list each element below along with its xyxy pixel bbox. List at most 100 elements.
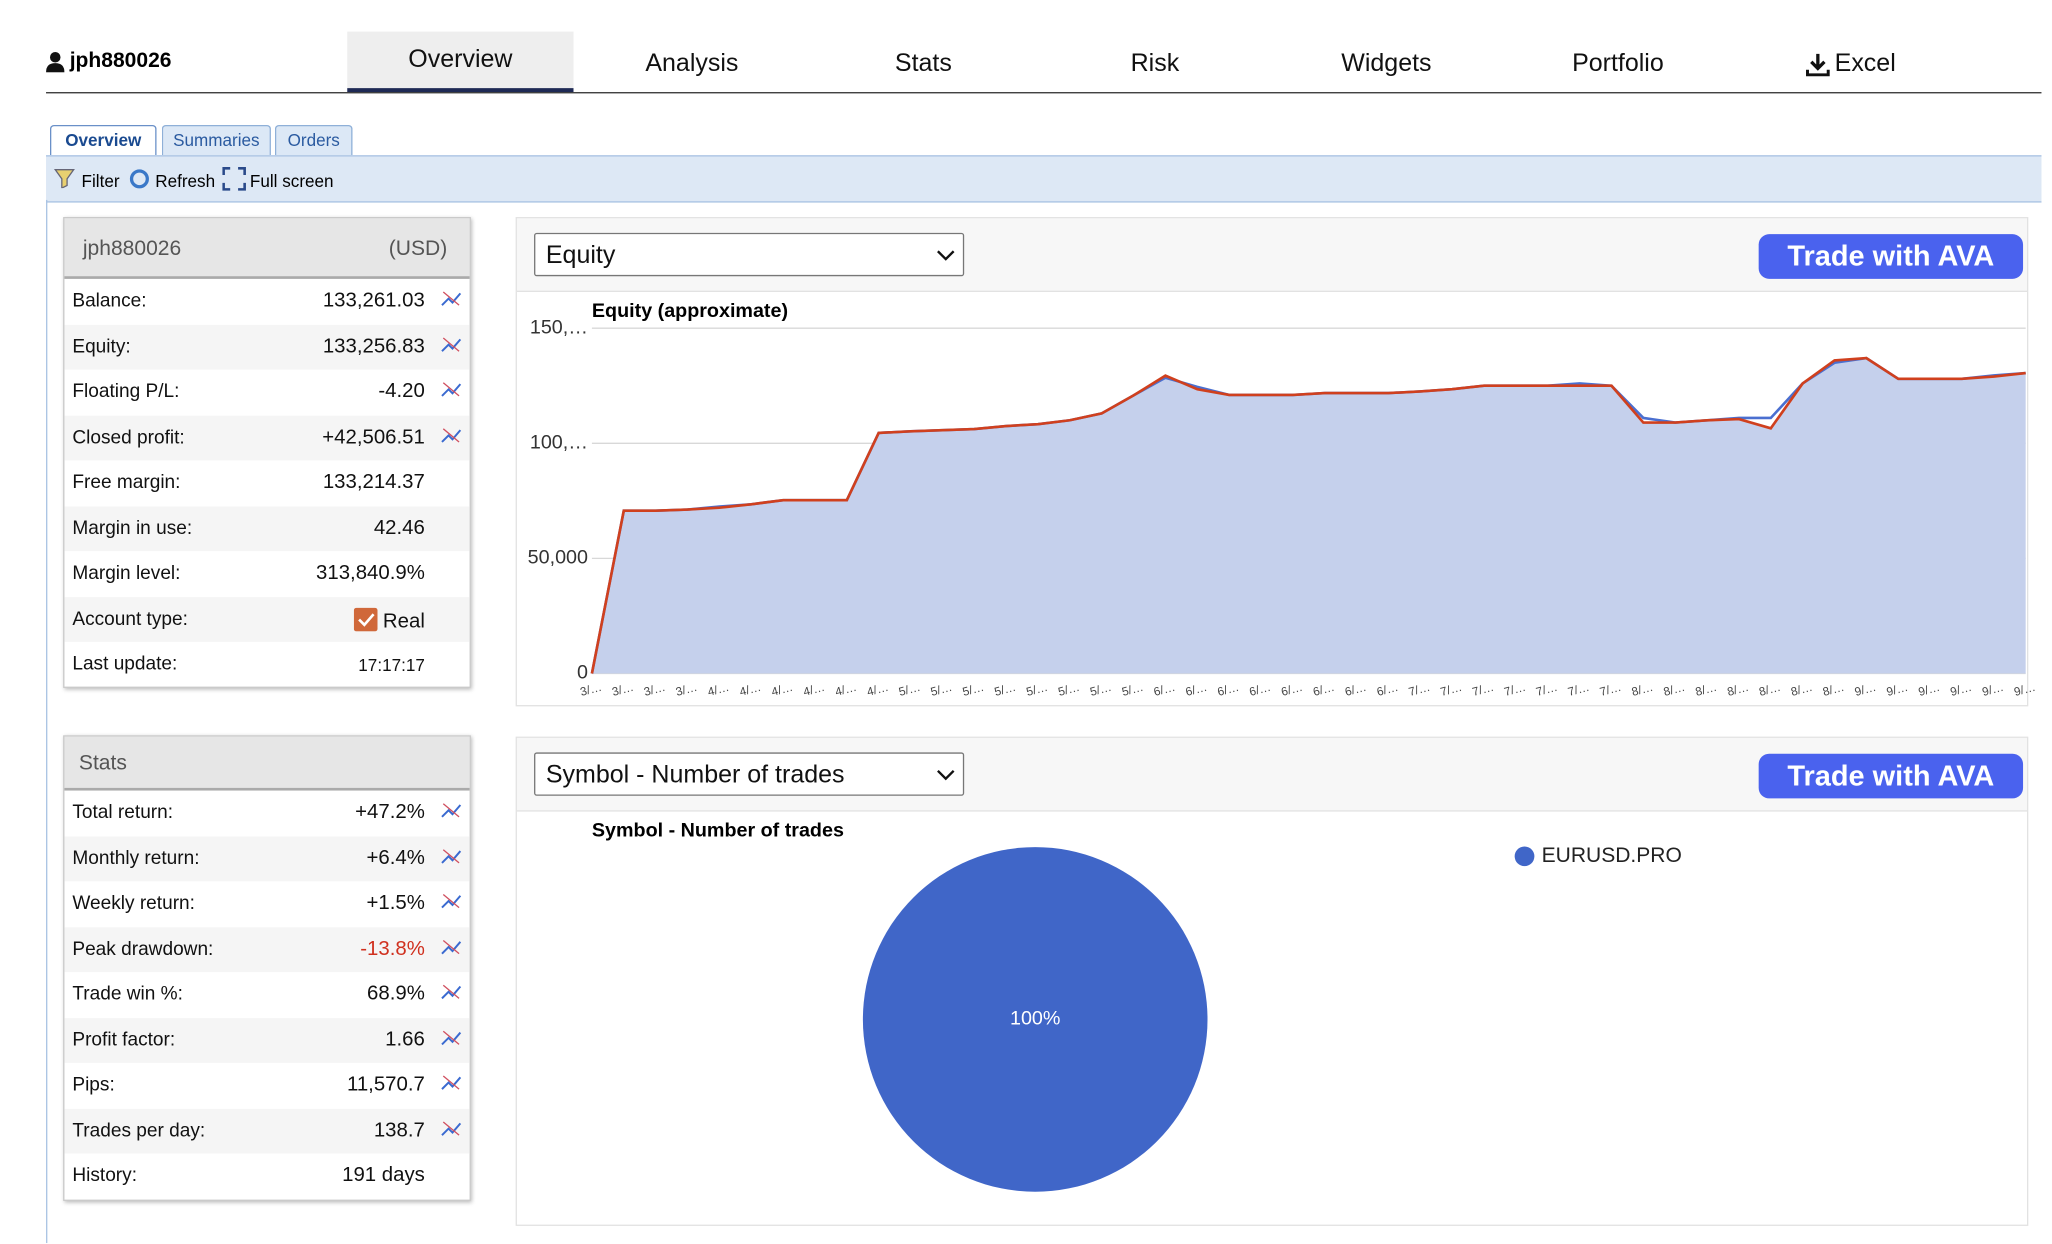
stat-row: Margin level: 313,840.9% (64, 551, 469, 596)
x-tick-label: 9/… (1949, 680, 1974, 699)
chart-icon[interactable] (439, 1072, 463, 1093)
row-value: Real (353, 607, 425, 633)
symbol-select-text: Symbol - Number of trades (545, 761, 845, 790)
nav-tab[interactable]: Stats (894, 49, 952, 78)
chart-icon[interactable] (439, 379, 463, 400)
chart-icon[interactable] (439, 333, 463, 354)
nav-tab[interactable]: Portfolio (1572, 49, 1664, 78)
edit-icon[interactable] (439, 1027, 463, 1053)
stats-header: Stats (64, 736, 470, 791)
x-tick-label: 9/… (1980, 680, 2005, 699)
x-tick-label: 6/… (1184, 680, 1209, 699)
chart-icon[interactable] (439, 1027, 463, 1048)
x-tick-label: 7/… (1534, 680, 1559, 699)
account-panel: jph880026 (USD) Balance: 133,261.03 Equity… (63, 217, 471, 688)
nav-tab[interactable]: Overview (408, 46, 513, 74)
x-tick-label: 9/… (2012, 680, 2037, 699)
chart-icon[interactable] (439, 845, 463, 866)
stat-row: Monthly return: +6.4% (64, 835, 470, 882)
edit-icon[interactable] (439, 288, 463, 314)
x-tick-label: 8/… (1726, 680, 1751, 699)
x-tick-label: 8/… (1662, 680, 1687, 699)
equity-select[interactable]: Equity (534, 232, 965, 277)
x-tick-label: 4/… (865, 680, 890, 699)
x-tick-label: 6/… (1248, 680, 1273, 699)
edit-icon[interactable] (439, 1072, 463, 1098)
chart-title: Symbol - Number of trades (592, 820, 844, 842)
edit-icon[interactable] (439, 1117, 463, 1143)
x-tick-label: 7/… (1598, 680, 1623, 699)
symbol-select[interactable]: Symbol - Number of trades (534, 752, 965, 796)
edit-icon[interactable] (439, 891, 463, 917)
sub-tab[interactable]: Orders (274, 124, 353, 156)
chart-title: Equity (approximate) (592, 300, 788, 322)
chart-icon[interactable] (439, 1117, 463, 1138)
row-label: Weekly return: (72, 893, 195, 915)
x-tick-label: 9/… (1885, 680, 1910, 699)
edit-icon[interactable] (439, 936, 463, 962)
x-tick-label: 7/… (1407, 680, 1432, 699)
download-icon (1806, 53, 1830, 77)
x-tick-label: 3/… (610, 680, 635, 699)
nav-tab[interactable]: Excel (1834, 49, 1896, 78)
x-tick-label: 5/… (1025, 680, 1050, 699)
x-tick-label: 4/… (706, 680, 731, 699)
edit-icon[interactable] (439, 800, 463, 826)
x-tick-label: 6/… (1152, 680, 1177, 699)
nav-tab[interactable]: Risk (1130, 49, 1180, 78)
ad-button[interactable]: Trade with AVA (1758, 753, 2024, 799)
row-value: 133,214.37 (322, 470, 425, 494)
account-currency: (USD) (388, 238, 448, 261)
x-tick-label: 4/… (833, 680, 858, 699)
row-label: Equity: (72, 336, 131, 358)
chart-icon[interactable] (439, 800, 463, 821)
toolbar-refresh[interactable]: Refresh (155, 170, 216, 191)
nav-tab[interactable]: Analysis (645, 49, 739, 78)
nav-tab[interactable]: Widgets (1341, 49, 1432, 78)
row-label: Total return: (72, 802, 174, 824)
stat-row: Free margin: 133,214.37 (64, 460, 469, 505)
ad-button[interactable]: Trade with AVA (1758, 234, 2024, 279)
row-label: Trade win %: (72, 983, 183, 1005)
x-tick-label: 5/… (993, 680, 1018, 699)
stat-row: Trades per day: 138.7 (64, 1108, 470, 1154)
y-tick-label: 0 (577, 662, 588, 684)
x-tick-label: 8/… (1757, 680, 1782, 699)
equity-area (591, 358, 2026, 674)
edit-icon[interactable] (439, 333, 463, 359)
row-value: -4.20 (378, 380, 425, 403)
chart-icon[interactable] (439, 891, 463, 912)
sub-tab[interactable]: Overview (49, 124, 157, 156)
stat-row: Total return: +47.2% (64, 791, 469, 836)
x-tick-label: 6/… (1311, 680, 1336, 699)
chart-icon[interactable] (439, 424, 463, 445)
chart-icon[interactable] (439, 288, 463, 309)
x-tick-label: 5/… (929, 680, 954, 699)
stat-row: Peak drawdown: -13.8% (64, 926, 470, 973)
toolbar-filter[interactable]: Filter (81, 170, 120, 191)
row-label: Pips: (72, 1074, 115, 1096)
chart-icon[interactable] (439, 981, 463, 1002)
chart-icon[interactable] (439, 936, 463, 957)
y-tick-label: 150,… (530, 316, 588, 338)
edit-icon[interactable] (439, 424, 463, 450)
edit-icon[interactable] (439, 379, 463, 405)
sub-tab[interactable]: Summaries (161, 124, 271, 156)
x-tick-label: 8/… (1694, 680, 1719, 699)
active-tab-bg (347, 31, 574, 93)
x-tick-label: 3/… (642, 680, 667, 699)
user-name: jph880026 (69, 49, 172, 73)
x-tick-label: 8/… (1630, 680, 1655, 699)
edit-icon[interactable] (439, 981, 463, 1007)
edit-icon[interactable] (439, 845, 463, 871)
stat-row: Closed profit: +42,506.51 (64, 415, 470, 461)
equity-header: Equity Trade with AVA (516, 218, 2028, 293)
row-label: History: (72, 1165, 138, 1187)
fullscreen-icon (222, 167, 246, 191)
stat-row: Equity: 133,256.83 (64, 324, 470, 370)
y-tick-label: 100,… (530, 432, 588, 454)
toolbar-fullscreen[interactable]: Full screen (249, 170, 334, 191)
row-value: 133,256.83 (322, 334, 425, 358)
x-tick-label: 8/… (1821, 680, 1846, 699)
x-tick-label: 5/… (1120, 680, 1145, 699)
